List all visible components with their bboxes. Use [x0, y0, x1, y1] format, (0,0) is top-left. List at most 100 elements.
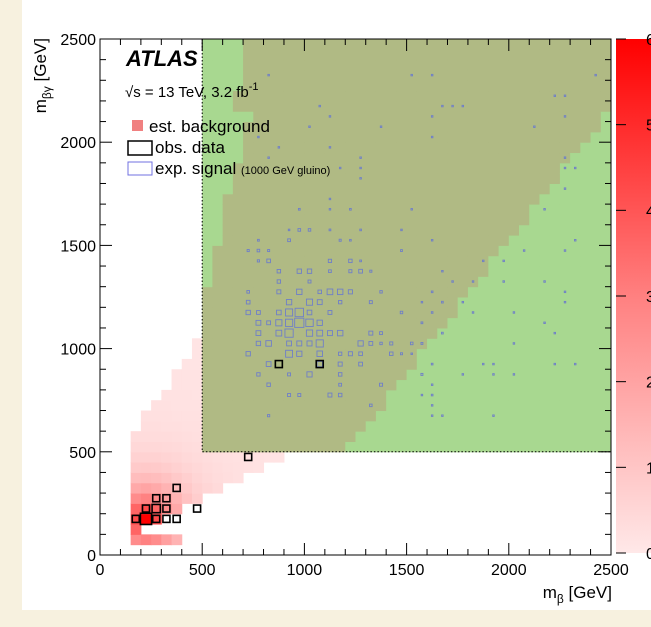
signal-region-bin — [335, 441, 346, 453]
signal-region-bin — [355, 59, 367, 71]
signal-region-bin — [406, 39, 418, 50]
signal-region-bin — [427, 142, 438, 154]
signal-region-bin — [549, 224, 561, 236]
signal-region-bin — [508, 286, 520, 298]
signal-region-bin — [375, 183, 387, 195]
signal-region-bin — [427, 49, 438, 61]
signal-region-bin — [273, 431, 285, 442]
signal-region-bin — [559, 307, 571, 319]
signal-region-bin — [345, 214, 356, 226]
signal-region-bin — [294, 410, 305, 422]
signal-region-bin — [478, 348, 489, 360]
signal-region-bin — [416, 420, 428, 432]
background-bin — [161, 389, 173, 401]
signal-box — [543, 321, 546, 324]
signal-region-bin — [202, 286, 213, 298]
signal-region-bin — [570, 420, 581, 432]
signal-region-bin — [202, 400, 213, 412]
signal-region-bin — [437, 49, 448, 61]
signal-region-bin — [212, 90, 224, 102]
signal-region-bin — [324, 193, 336, 205]
signal-region-bin — [580, 379, 592, 391]
signal-region-bin — [243, 410, 254, 422]
signal-region-bin — [600, 173, 612, 184]
signal-region-bin — [580, 276, 592, 288]
signal-region-bin — [263, 245, 275, 257]
signal-region-bin — [406, 266, 418, 277]
signal-region-bin — [590, 255, 602, 267]
signal-region-bin — [355, 338, 367, 350]
signal-region-bin — [508, 49, 520, 61]
signal-box — [543, 280, 546, 283]
signal-region-bin — [498, 420, 510, 432]
signal-region-bin — [529, 131, 540, 143]
signal-region-bin — [375, 162, 387, 174]
signal-region-bin — [559, 327, 571, 339]
signal-region-bin — [314, 400, 326, 412]
signal-region-bin — [273, 131, 285, 143]
signal-region-bin — [283, 420, 295, 432]
background-bin — [232, 451, 244, 463]
signal-region-bin — [600, 379, 612, 391]
signal-region-bin — [202, 379, 213, 391]
signal-region-bin — [222, 142, 234, 154]
background-bin — [140, 462, 152, 473]
signal-region-bin — [559, 317, 571, 329]
signal-region-bin — [335, 173, 346, 184]
signal-region-bin — [335, 379, 346, 391]
signal-region-bin — [212, 204, 224, 215]
signal-region-bin — [467, 131, 479, 143]
signal-region-bin — [345, 245, 356, 257]
signal-box — [276, 309, 282, 316]
signal-region-bin — [202, 358, 213, 370]
signal-region-bin — [386, 348, 397, 360]
signal-region-bin — [283, 142, 295, 154]
signal-region-bin — [549, 214, 561, 226]
signal-region-bin — [222, 131, 234, 143]
signal-region-bin — [478, 307, 489, 319]
signal-region-bin — [478, 214, 489, 226]
signal-region-bin — [590, 235, 602, 246]
background-bin — [130, 503, 142, 515]
signal-region-bin — [519, 441, 530, 453]
signal-region-bin — [447, 276, 459, 288]
signal-region-bin — [508, 348, 520, 360]
signal-region-bin — [263, 431, 275, 442]
signal-region-bin — [263, 379, 275, 391]
signal-region-bin — [600, 111, 612, 123]
signal-region-bin — [294, 266, 305, 277]
signal-region-bin — [437, 245, 448, 257]
signal-region-bin — [457, 286, 469, 298]
signal-box — [296, 350, 303, 357]
data-box — [172, 514, 181, 524]
signal-region-bin — [467, 297, 479, 308]
signal-region-bin — [283, 327, 295, 339]
signal-region-bin — [498, 49, 510, 61]
signal-region-bin — [212, 369, 224, 381]
signal-region-bin — [427, 183, 438, 195]
signal-region-bin — [212, 111, 224, 123]
signal-region-bin — [559, 266, 571, 277]
signal-region-bin — [498, 183, 510, 195]
signal-region-bin — [345, 183, 356, 195]
signal-region-bin — [580, 245, 592, 257]
signal-region-bin — [304, 276, 316, 288]
signal-region-bin — [447, 121, 459, 133]
signal-region-bin — [549, 389, 561, 401]
signal-region-bin — [570, 410, 581, 422]
signal-region-bin — [478, 410, 489, 422]
signal-region-bin — [365, 410, 377, 422]
signal-region-bin — [498, 389, 510, 401]
signal-region-bin — [529, 420, 540, 432]
signal-region-bin — [508, 327, 520, 339]
signal-region-bin — [498, 255, 510, 267]
background-bin — [140, 420, 152, 432]
signal-region-bin — [365, 111, 377, 123]
signal-region-bin — [355, 111, 367, 123]
signal-region-bin — [283, 338, 295, 350]
signal-region-bin — [467, 59, 479, 71]
signal-region-bin — [529, 255, 540, 267]
signal-box — [276, 289, 282, 295]
signal-region-bin — [488, 173, 500, 184]
background-bin — [140, 503, 152, 515]
